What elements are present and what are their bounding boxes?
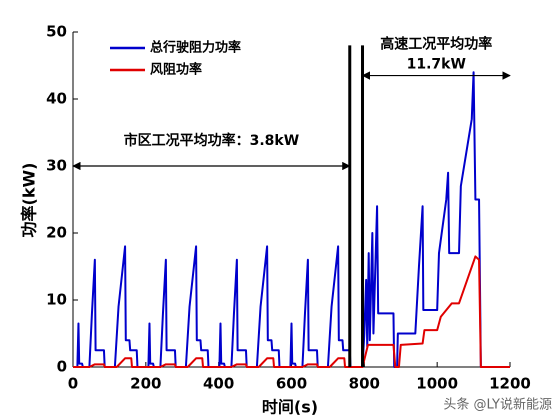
x-tick-label: 400 <box>203 375 234 393</box>
annotation-value: 11.7kW <box>407 57 466 73</box>
x-tick-label: 800 <box>349 375 380 393</box>
y-tick-label: 40 <box>46 90 67 108</box>
y-tick-label: 0 <box>57 358 67 376</box>
y-tick-label: 10 <box>46 291 67 309</box>
x-tick-label: 600 <box>276 375 307 393</box>
series-line <box>73 255 510 368</box>
x-axis-label: 时间(s) <box>262 398 318 417</box>
series-line <box>73 71 510 368</box>
annotation-text: 市区工况平均功率：3.8kW <box>124 132 300 149</box>
x-tick-label: 0 <box>68 375 78 393</box>
x-tick-label: 1200 <box>489 375 531 393</box>
watermark: 头条 @LY说新能源 <box>443 397 552 413</box>
x-tick-label: 200 <box>130 375 161 393</box>
legend-label: 总行驶阻力功率 <box>150 40 241 56</box>
legend-label: 风阻功率 <box>150 62 202 78</box>
annotation-text: 高速工况平均功率 <box>380 36 492 53</box>
y-tick-label: 50 <box>46 23 67 41</box>
y-axis-label: 功率(kW) <box>20 163 39 238</box>
y-tick-label: 20 <box>46 224 67 242</box>
x-tick-label: 1000 <box>416 375 458 393</box>
y-tick-label: 30 <box>46 157 67 175</box>
